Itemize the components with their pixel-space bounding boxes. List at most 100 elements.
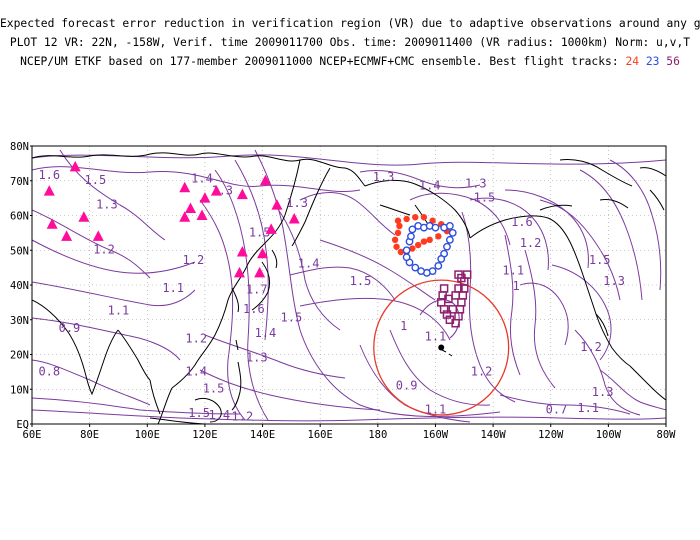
lon-tick-label: 80E (80, 429, 99, 441)
track-marker-dot (396, 222, 403, 230)
contour-label: 1.2 (93, 243, 115, 257)
track-marker-ring (402, 253, 411, 262)
contour-label: 1.6 (511, 215, 533, 229)
track-marker-dot (426, 236, 433, 244)
contour-label: 1.3 (465, 177, 487, 191)
track-label-24: 24 (625, 55, 640, 68)
lat-tick-label: 70N (10, 176, 29, 188)
flight-track-24 (391, 214, 451, 256)
target-triangle (288, 212, 300, 224)
contour-label: 1.4 (255, 326, 277, 340)
contour-label: 1.3 (286, 196, 308, 210)
map-grid (32, 146, 666, 424)
contour-label: 1.1 (162, 281, 184, 295)
contour-label: 0.7 (546, 403, 568, 417)
contour-label: 1.5 (350, 274, 372, 288)
verification-region-circle (373, 279, 510, 416)
track-label-56: 56 (666, 55, 680, 68)
track-marker-dot (397, 248, 405, 256)
target-triangle (185, 202, 196, 214)
track-marker-dot (394, 229, 402, 237)
lon-tick-label: 160W (423, 429, 449, 441)
contour-label: 1.7 (246, 283, 268, 297)
track-marker-dot (420, 214, 428, 221)
flight-track-23 (402, 222, 457, 277)
lat-tick-label: 60N (10, 211, 29, 223)
lat-tick-label: 20N (10, 350, 29, 362)
contour-label: 1.4 (191, 171, 213, 185)
track-marker-ring (448, 228, 457, 237)
contour-label: 1.4 (298, 257, 320, 271)
contour-label: 1.4 (419, 178, 441, 192)
contour-label: 1 (400, 319, 407, 333)
contour-label: 1.1 (577, 401, 599, 415)
contour-label: 1.3 (246, 350, 268, 364)
contour-label: 1.5 (203, 382, 225, 396)
contour-label: 1.2 (185, 331, 207, 345)
track-marker-dot (403, 215, 410, 223)
contour-label: 1.4 (185, 364, 207, 378)
target-triangle (92, 230, 104, 241)
contour-label: 0.9 (59, 321, 81, 335)
target-triangle (259, 174, 271, 186)
track-marker-square (448, 305, 457, 314)
target-triangle (78, 211, 90, 222)
contour-label: 1.5 (589, 253, 611, 267)
track-marker-dot (393, 243, 400, 250)
contour-label: 1.6 (243, 302, 265, 316)
target-triangle (196, 209, 208, 220)
lon-tick-label: 80W (657, 429, 677, 441)
contour-label: 1.4 (208, 408, 230, 422)
target-triangle (199, 192, 211, 203)
lat-tick-label: 40N (10, 280, 29, 292)
track-marker-dot (420, 238, 428, 245)
lon-tick-label: 60E (23, 429, 42, 441)
contour-label: 1.5 (281, 310, 303, 324)
contour-label: 1.3 (592, 385, 614, 399)
track-marker-square (462, 270, 472, 279)
coastlines (32, 152, 666, 424)
contour-label: 1.6 (38, 168, 60, 182)
track-marker-dot (394, 217, 402, 224)
contour-label: 1.2 (471, 364, 493, 378)
target-triangle (254, 266, 266, 278)
track-marker-ring (408, 225, 417, 234)
flight-track-56 (436, 270, 472, 328)
target-triangle (69, 160, 81, 172)
track-label-23: 23 (645, 55, 660, 68)
track-marker-square (457, 298, 466, 307)
track-marker-square (454, 284, 463, 293)
target-triangle (210, 185, 222, 196)
contour-label: 1.5 (85, 173, 107, 187)
track-marker-square (451, 291, 460, 300)
contour-label: 1.2 (183, 253, 205, 267)
contour-label: 1.3 (96, 198, 118, 212)
track-marker-ring (407, 232, 415, 241)
contour-label: 1.5 (249, 225, 271, 239)
track-marker-dot (414, 241, 422, 249)
track-marker-ring (443, 242, 451, 251)
lon-tick-label: 160E (308, 429, 333, 441)
title-line-3: NCEP/UM ETKF based on 177-member 2009011… (0, 55, 700, 69)
target-triangle (271, 199, 283, 210)
lon-tick-label: 140E (250, 429, 275, 441)
target-triangle (265, 223, 277, 234)
lon-tick-label: 120W (538, 429, 564, 441)
lon-tick-label: 180 (368, 429, 387, 441)
contour-label: 1.1 (425, 330, 447, 344)
track-marker-dot (391, 236, 399, 244)
track-marker-dot (435, 233, 442, 240)
lon-tick-label: 100W (596, 429, 622, 441)
target-triangles (43, 160, 300, 278)
contour-lines (32, 149, 666, 423)
lon-tick-label: 100E (135, 429, 160, 441)
track-marker-ring (445, 235, 454, 244)
track-marker-dot (409, 245, 416, 252)
contour-labels: 1.6 1.51.31.21.10.90.81.11.21.41.51.51.4 1… (38, 168, 625, 424)
target-triangle (179, 181, 191, 193)
lat-tick-label: EQ (16, 419, 29, 431)
target-triangle (236, 245, 248, 257)
track-marker-ring (417, 267, 425, 275)
track-marker-ring (411, 263, 420, 272)
